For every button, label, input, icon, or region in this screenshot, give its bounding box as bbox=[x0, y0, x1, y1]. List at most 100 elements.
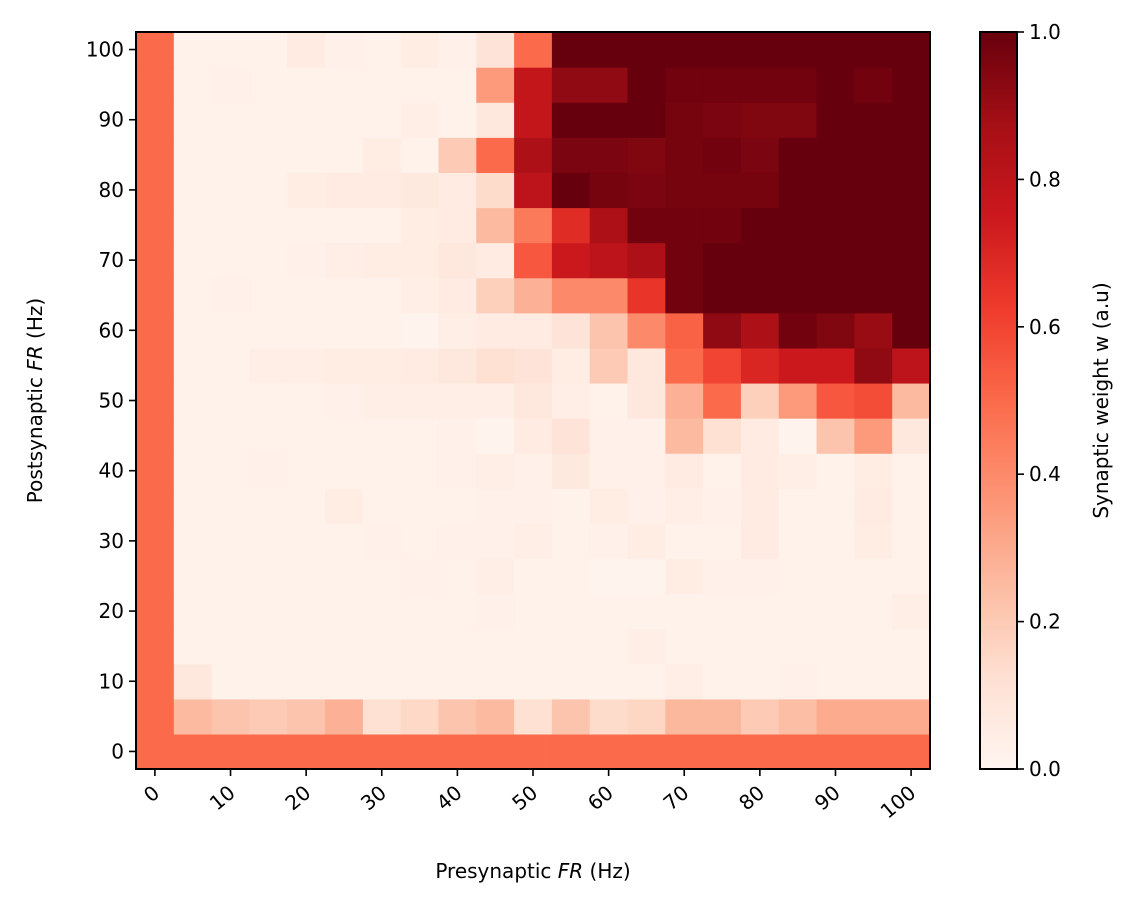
heatmap-cell bbox=[362, 67, 402, 103]
heatmap-cell bbox=[854, 593, 893, 630]
heatmap-cell bbox=[211, 67, 251, 103]
heatmap-cell bbox=[627, 663, 666, 700]
x-tick-label: 90 bbox=[810, 780, 845, 815]
heatmap-cell bbox=[249, 663, 288, 700]
heatmap-cell bbox=[249, 172, 288, 209]
heatmap-cell bbox=[173, 67, 213, 103]
heatmap-cell bbox=[589, 593, 629, 630]
heatmap-cell bbox=[589, 67, 629, 103]
heatmap-cell bbox=[551, 558, 591, 595]
x-tick-label: 0 bbox=[139, 780, 164, 807]
colorbar-tick-label: 0.6 bbox=[1029, 315, 1061, 339]
heatmap-cell bbox=[211, 277, 251, 314]
heatmap-cell bbox=[892, 523, 931, 560]
heatmap-cell bbox=[854, 242, 893, 279]
heatmap-cell bbox=[665, 628, 704, 665]
heatmap-cell bbox=[136, 242, 175, 279]
heatmap-cell bbox=[854, 663, 893, 700]
heatmap-cell bbox=[287, 663, 326, 700]
heatmap-cell bbox=[249, 733, 288, 770]
heatmap-cell bbox=[589, 242, 629, 279]
heatmap-cell bbox=[211, 733, 251, 770]
x-tick-label: 60 bbox=[583, 780, 618, 815]
heatmap-cell bbox=[740, 698, 780, 735]
heatmap-cell bbox=[892, 628, 931, 665]
heatmap-cell bbox=[136, 733, 175, 770]
heatmap-cell bbox=[551, 523, 591, 560]
colorbar-tick-label: 0.4 bbox=[1029, 462, 1061, 486]
heatmap-cell bbox=[400, 733, 440, 770]
heatmap-cell bbox=[778, 418, 818, 454]
heatmap-cell bbox=[627, 32, 666, 68]
colorbar-tick-label: 0.2 bbox=[1029, 610, 1061, 634]
heatmap-cell bbox=[287, 523, 326, 560]
heatmap-cell bbox=[287, 488, 326, 524]
heatmap-cell bbox=[438, 698, 477, 735]
heatmap-cell bbox=[740, 137, 780, 173]
heatmap-cell bbox=[249, 312, 288, 349]
heatmap-cell bbox=[778, 67, 818, 103]
heatmap-cell bbox=[287, 312, 326, 349]
heatmap-cell bbox=[438, 593, 477, 630]
heatmap-cell bbox=[627, 382, 666, 419]
heatmap-cell bbox=[778, 102, 818, 138]
heatmap-cell bbox=[703, 242, 742, 279]
heatmap-cell bbox=[551, 312, 591, 349]
heatmap-cell bbox=[514, 242, 553, 279]
heatmap-cell bbox=[514, 418, 553, 454]
heatmap-cell bbox=[816, 558, 855, 595]
heatmap-cell bbox=[136, 207, 175, 244]
heatmap-cell bbox=[627, 593, 666, 630]
heatmap-cell bbox=[627, 733, 666, 770]
heatmap-cell bbox=[740, 382, 780, 419]
heatmap-cell bbox=[136, 488, 175, 524]
heatmap-cell bbox=[551, 172, 591, 209]
heatmap-cell bbox=[703, 32, 742, 68]
heatmap-cell bbox=[816, 172, 855, 209]
heatmap-cell bbox=[173, 242, 213, 279]
heatmap-cell bbox=[362, 382, 402, 419]
heatmap-cell bbox=[778, 242, 818, 279]
heatmap-cell bbox=[665, 32, 704, 68]
heatmap-cell bbox=[325, 558, 364, 595]
heatmap-cell bbox=[211, 137, 251, 173]
heatmap-cell bbox=[514, 663, 553, 700]
heatmap-cell bbox=[249, 242, 288, 279]
heatmap-cell bbox=[892, 698, 931, 735]
heatmap-cell bbox=[816, 277, 855, 314]
heatmap-cell bbox=[816, 628, 855, 665]
heatmap-cell bbox=[400, 277, 440, 314]
heatmap-cell bbox=[778, 312, 818, 349]
heatmap-cell bbox=[249, 453, 288, 489]
heatmap-cell bbox=[173, 663, 213, 700]
heatmap-cell bbox=[551, 488, 591, 524]
heatmap-cell bbox=[211, 663, 251, 700]
heatmap-cell bbox=[400, 698, 440, 735]
heatmap-cell bbox=[211, 558, 251, 595]
heatmap-cell bbox=[514, 558, 553, 595]
heatmap-cell bbox=[816, 488, 855, 524]
heatmap-cell bbox=[400, 628, 440, 665]
heatmap-cell bbox=[325, 137, 364, 173]
heatmap-cell bbox=[665, 698, 704, 735]
heatmap-cell bbox=[551, 453, 591, 489]
heatmap-cell bbox=[627, 207, 666, 244]
heatmap-cell bbox=[703, 312, 742, 349]
heatmap-cell bbox=[325, 382, 364, 419]
heatmap-cell bbox=[136, 312, 175, 349]
y-tick-label: 90 bbox=[99, 108, 124, 132]
heatmap-cell bbox=[665, 558, 704, 595]
y-tick-label: 70 bbox=[99, 248, 124, 272]
heatmap-cell bbox=[325, 663, 364, 700]
heatmap-cell bbox=[892, 102, 931, 138]
x-tick-label: 30 bbox=[356, 780, 391, 815]
heatmap-cell bbox=[400, 347, 440, 384]
heatmap-cell bbox=[892, 453, 931, 489]
y-axis-label-part-1: Postsynaptic bbox=[23, 371, 47, 503]
heatmap-cell bbox=[703, 488, 742, 524]
x-tick-label: 20 bbox=[280, 780, 315, 815]
heatmap-cell bbox=[854, 172, 893, 209]
heatmap-cell bbox=[136, 593, 175, 630]
heatmap-cell bbox=[892, 172, 931, 209]
